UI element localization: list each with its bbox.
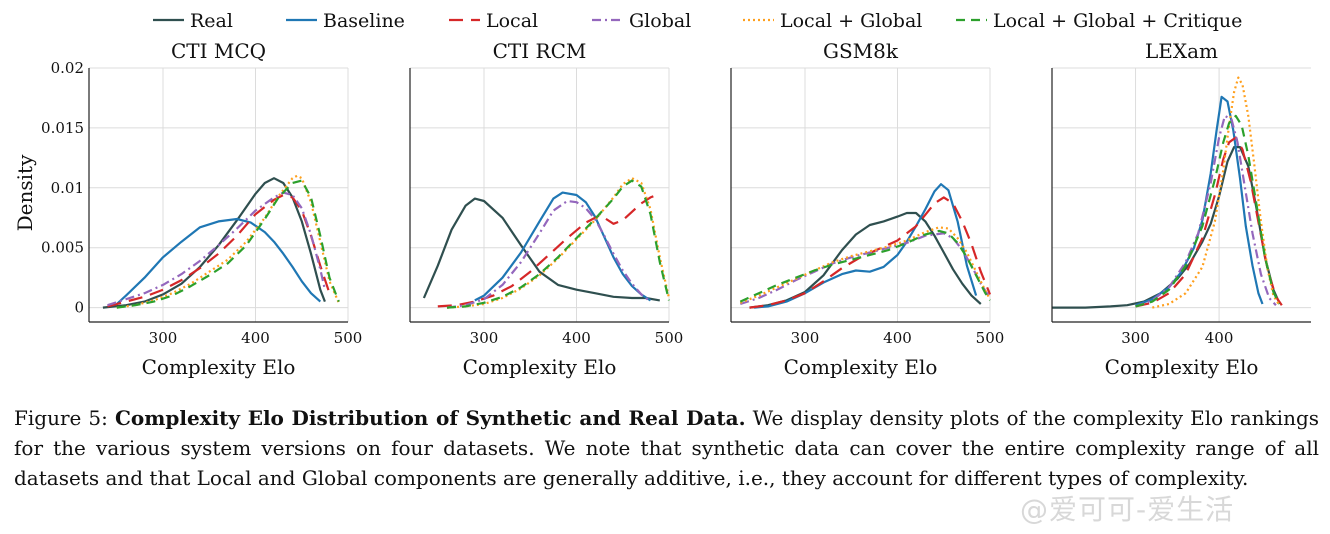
series-line-local-plus-global-plus-critique [739, 229, 991, 303]
x-tick-label: 500 [976, 329, 1005, 347]
series-line-local [749, 196, 992, 309]
series-line-local-plus-global [446, 177, 671, 309]
x-tick-label: 300 [149, 329, 178, 347]
series-line-real [422, 197, 660, 302]
x-tick-label: 400 [241, 329, 270, 347]
x-tick-label: 400 [1205, 329, 1234, 347]
legend-label: Local + Global [780, 10, 922, 32]
y-tick-label: 0.015 [41, 119, 84, 137]
caption-label: Figure 5: [14, 406, 108, 430]
series-line-local-plus-global [1152, 76, 1281, 309]
y-tick-label: 0.005 [41, 239, 84, 257]
panel-title: CTI RCM [493, 39, 587, 63]
series-line-baseline [116, 217, 322, 305]
x-axis-label: Complexity Elo [1105, 355, 1259, 379]
watermark: @爱可可-爱生活 [1020, 493, 1235, 526]
panel-title: GSM8k [823, 39, 899, 63]
legend: Real Baseline Local Global Local + Global Loc… [153, 10, 1242, 32]
panel-gsm8k: 300 400 500 GSM8k Complexity Elo [730, 39, 1005, 379]
caption-body: We display density plots of the complexi… [14, 406, 1320, 490]
series-line-local-plus-global [739, 226, 991, 304]
panel-title: CTI MCQ [171, 39, 266, 63]
y-axis-label: Density [13, 154, 37, 231]
series-line-baseline [754, 183, 978, 309]
y-tick-label: 0.01 [51, 179, 84, 197]
series-line-baseline [474, 191, 652, 302]
series-line-global [107, 191, 326, 307]
x-tick-label: 400 [562, 329, 591, 347]
x-tick-label: 500 [655, 329, 684, 347]
x-tick-label: 500 [334, 329, 363, 347]
series-line-real [102, 177, 326, 309]
series-line-local-plus-global-plus-critique [116, 179, 340, 309]
series-line-local-plus-global-plus-critique [1135, 114, 1281, 308]
x-axis-label: Complexity Elo [784, 355, 938, 379]
legend-item-real: Real [153, 10, 233, 32]
legend-label: Local + Global + Critique [993, 10, 1242, 32]
caption-title: Complexity Elo Distribution of Synthetic… [114, 406, 746, 430]
figure: Real Baseline Local Global Local + Global Loc… [13, 10, 1311, 379]
figure-caption: Figure 5: Complexity Elo Distribution of… [14, 403, 1319, 493]
legend-label: Local [486, 10, 538, 32]
legend-item-local-plus-global: Local + Global [743, 10, 922, 32]
legend-label: Global [629, 10, 691, 32]
series-line-global [446, 199, 652, 309]
x-axis-label: Complexity Elo [463, 355, 617, 379]
series-line-local [107, 193, 331, 308]
y-tick-label: 0.02 [51, 59, 84, 77]
panel-title: LEXam [1145, 39, 1218, 63]
legend-item-local: Local [449, 10, 538, 32]
panel-lexam: 300 400 LEXam Complexity Elo [1051, 39, 1311, 379]
legend-item-baseline: Baseline [286, 10, 405, 32]
x-axis-label: Complexity Elo [142, 355, 296, 379]
series-line-local-plus-global-plus-critique [446, 179, 671, 309]
legend-item-global: Global [592, 10, 691, 32]
series-line-global [739, 232, 991, 306]
series-line-local-plus-global [116, 174, 340, 309]
y-tick-label: 0 [74, 299, 84, 317]
x-tick-label: 400 [883, 329, 912, 347]
x-tick-label: 300 [791, 329, 820, 347]
x-tick-label: 300 [470, 329, 499, 347]
panel-cti-mcq: 300 400 500 0 0.005 0.01 0.015 0.02 CTI MCQ Compl… [13, 39, 362, 379]
panel-cti-rcm: 300 400 500 CTI RCM Complexity Elo [409, 39, 684, 379]
legend-label: Baseline [323, 10, 405, 32]
chart-panels: 300 400 500 0 0.005 0.01 0.015 0.02 CTI MCQ Compl… [13, 39, 1311, 379]
legend-item-local-plus-global-plus-critique: Local + Global + Critique [956, 10, 1242, 32]
legend-label: Real [190, 10, 233, 32]
series-line-local [437, 192, 661, 308]
x-tick-label: 300 [1121, 329, 1150, 347]
